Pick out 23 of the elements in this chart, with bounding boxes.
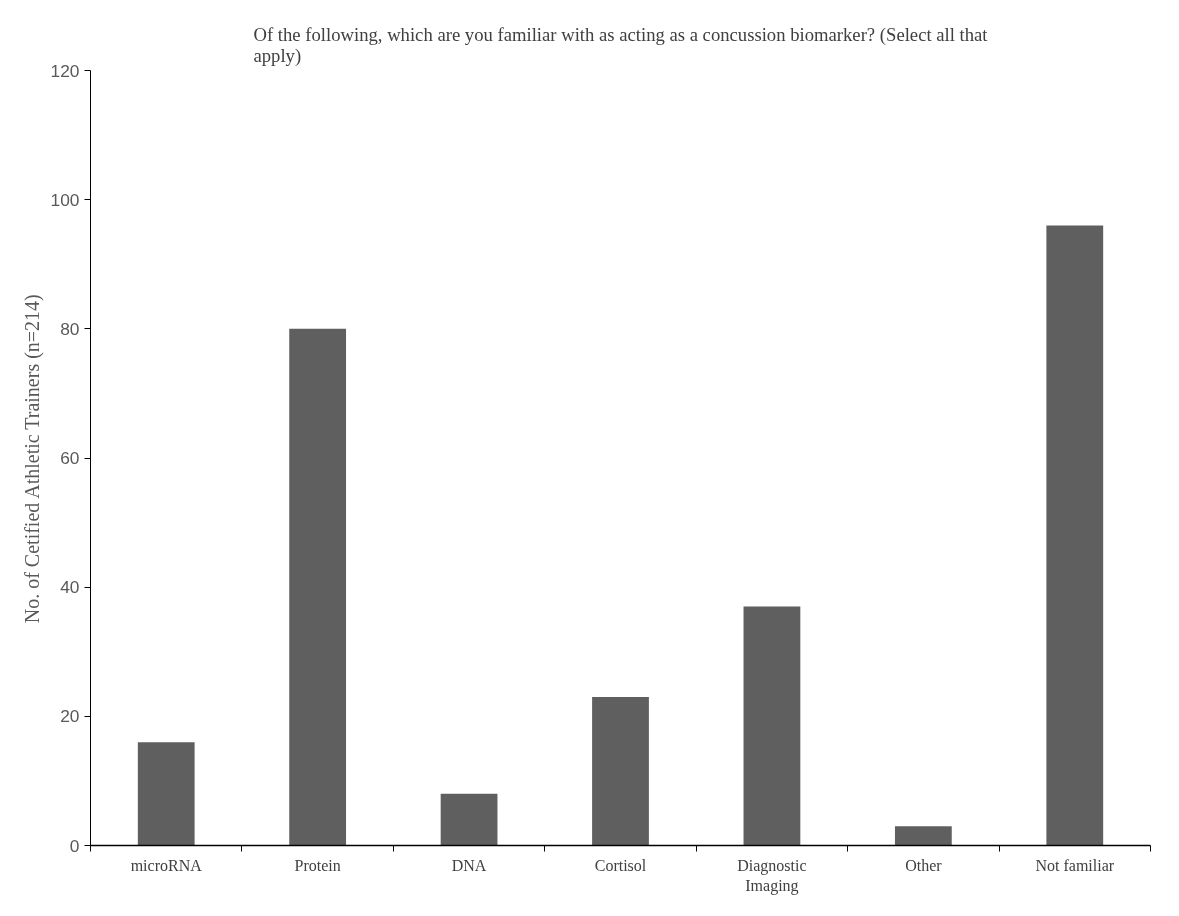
bar [1046,225,1104,846]
x-tick-label: Not familiar [1035,856,1115,874]
y-tick-label: 120 [50,60,80,81]
x-tick-label: Cortisol [594,856,647,874]
bar [894,826,952,846]
x-tick-label: microRNA [130,856,203,874]
y-tick-label: 40 [60,577,80,598]
y-tick-label: 80 [60,318,80,339]
x-tick-label: Diagnostic Imaging [737,856,807,895]
bar [137,742,195,846]
y-tick-label: 60 [60,448,80,468]
y-tick-label: 100 [50,189,80,210]
x-tick-label: Other [905,856,943,874]
chart-title: Of the following, which are you familiar with as acting as a concussion biomarker? (Select all that apply) [253,23,989,67]
bar [440,793,498,846]
x-tick-label: Protein [294,856,341,874]
y-tick-label: 0 [69,835,80,856]
bar [743,606,801,846]
bar [289,328,347,846]
y-tick-label: 20 [60,706,80,727]
bar [592,696,649,846]
x-tick-label: DNA [451,856,487,874]
y-axis-title: No. of Cetified Athletic Trainers (n=214) [20,294,44,624]
